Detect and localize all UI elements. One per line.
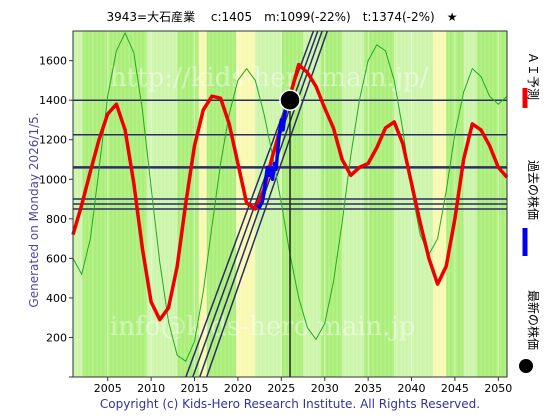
trend-line bbox=[205, 30, 329, 378]
y-tick-label: 200 bbox=[46, 331, 67, 344]
legend-past-label: 過去の株価 bbox=[526, 160, 541, 220]
x-tick-label: 2050 bbox=[484, 382, 512, 395]
x-tick-label: 2015 bbox=[181, 382, 209, 395]
y-tick-label: 600 bbox=[46, 252, 67, 265]
x-axis-ticks: 2005 2010 2015 2020 2025 2030 2035 2040 2045 2050 bbox=[94, 377, 512, 395]
x-tick-label: 2005 bbox=[94, 382, 122, 395]
legend: ＡＩ予測 過去の株価 最新の株価 bbox=[519, 52, 541, 373]
y-tick-label: 1200 bbox=[39, 134, 67, 147]
y-tick-label: 1400 bbox=[39, 94, 67, 107]
watermark-layer: http://kids-hero.main.jp/ info@kids-hero… bbox=[110, 63, 429, 342]
x-tick-label: 2025 bbox=[267, 382, 295, 395]
x-tick-label: 2035 bbox=[354, 382, 382, 395]
x-tick-label: 2010 bbox=[137, 382, 165, 395]
past-price-line bbox=[255, 98, 291, 209]
x-tick-label: 2030 bbox=[311, 382, 339, 395]
watermark-url: http://kids-hero.main.jp/ bbox=[110, 63, 429, 93]
y-tick-label: 1000 bbox=[39, 173, 67, 186]
chart-title: 3943=大石産業 c:1405 m:1099(-22%) t:1374(-2%… bbox=[106, 9, 457, 24]
past-price-series bbox=[255, 98, 291, 209]
plot-frame bbox=[72, 30, 508, 378]
watermark-email: info@kids-hero.main.jp bbox=[110, 312, 415, 342]
latest-price-dot bbox=[279, 89, 301, 111]
y-tick-label: 800 bbox=[46, 213, 67, 226]
legend-latest-swatch bbox=[519, 359, 533, 373]
legend-latest-label: 最新の株価 bbox=[526, 290, 541, 350]
y-axis-ticks: 200 400 600 800 1000 1200 1400 1600 bbox=[39, 55, 73, 378]
legend-forecast-label: ＡＩ予測 bbox=[526, 52, 540, 100]
generated-date-label: Generated on Monday 2026/1/5. bbox=[27, 112, 41, 307]
x-tick-label: 2020 bbox=[224, 382, 252, 395]
x-tick-label: 2040 bbox=[398, 382, 426, 395]
trend-line bbox=[192, 30, 319, 378]
y-tick-label: 1600 bbox=[39, 55, 67, 68]
x-tick-label: 2045 bbox=[441, 382, 469, 395]
copyright-footer: Copyright (c) Kids-Hero Research Institu… bbox=[100, 397, 480, 411]
latest-price-marker bbox=[279, 89, 301, 111]
y-tick-label: 400 bbox=[46, 292, 67, 305]
